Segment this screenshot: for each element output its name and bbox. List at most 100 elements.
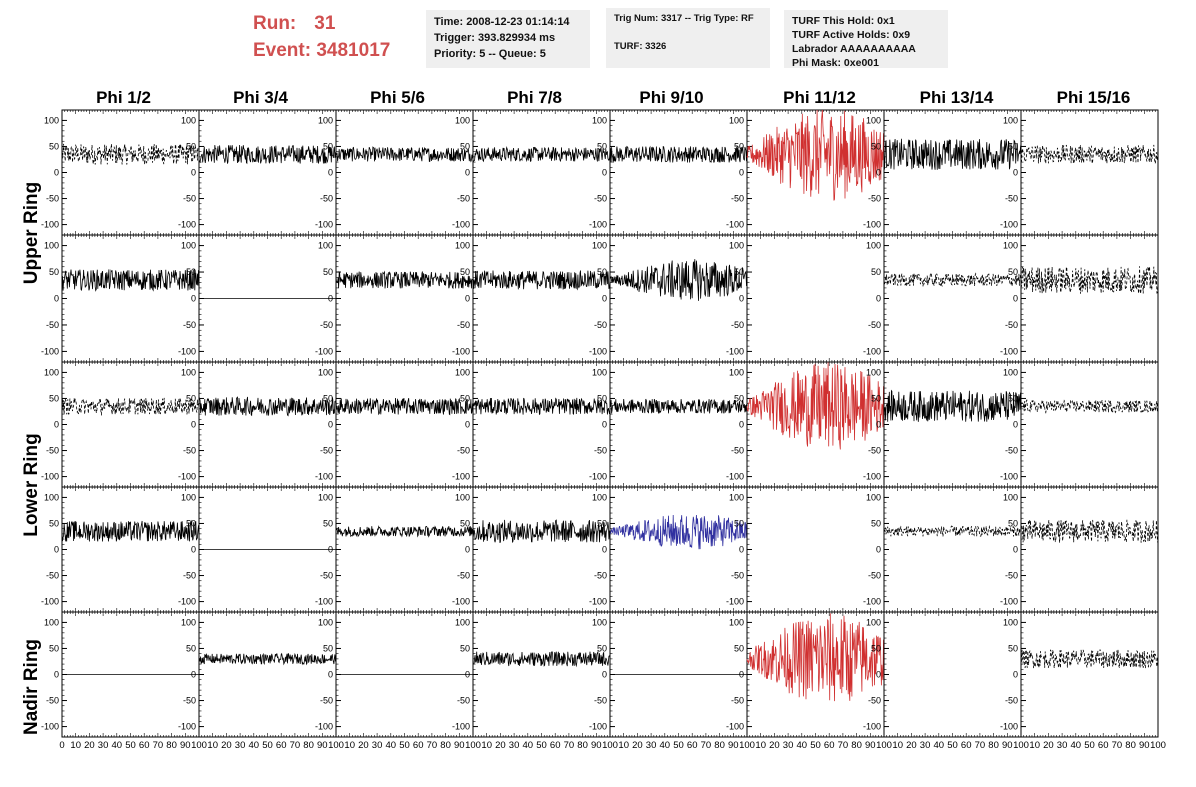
x-tick-label: 60 (139, 740, 150, 751)
y-tick-label: 100 (44, 617, 59, 627)
y-tick-label: -100 (41, 597, 59, 607)
y-tick-label: -100 (863, 220, 881, 230)
y-tick-label: -100 (178, 722, 196, 732)
x-tick-label: 10 (70, 740, 81, 751)
y-tick-label: -50 (183, 571, 196, 581)
waveform-trace (884, 526, 1021, 536)
y-tick-label: -100 (178, 220, 196, 230)
y-tick-label: -100 (589, 346, 607, 356)
y-tick-label: -50 (594, 571, 607, 581)
y-tick-label: 100 (181, 241, 196, 251)
x-tick-label: 50 (536, 740, 547, 751)
waveform-trace (473, 271, 610, 290)
y-tick-label: 0 (739, 168, 744, 178)
y-tick-label: 50 (871, 141, 881, 151)
y-tick-label: 100 (318, 115, 333, 125)
y-tick-label: 0 (602, 294, 607, 304)
y-tick-label: -100 (178, 472, 196, 482)
y-tick-label: 100 (729, 492, 744, 502)
y-tick-label: 50 (597, 643, 607, 653)
y-tick-label: 0 (602, 420, 607, 430)
panel-frame (473, 362, 610, 487)
y-tick-label: -50 (320, 194, 333, 204)
y-tick-label: 100 (729, 115, 744, 125)
y-tick-label: -50 (868, 446, 881, 456)
y-tick-label: 50 (1008, 393, 1018, 403)
y-tick-label: -50 (183, 696, 196, 706)
y-tick-label: -50 (457, 194, 470, 204)
y-tick-label: 50 (597, 393, 607, 403)
y-tick-label: 100 (318, 492, 333, 502)
waveform-trace (1021, 266, 1158, 293)
y-tick-label: -50 (594, 696, 607, 706)
x-tick-label: 60 (276, 740, 287, 751)
y-tick-label: 0 (54, 670, 59, 680)
x-tick-label: 30 (235, 740, 246, 751)
y-tick-label: 0 (602, 670, 607, 680)
y-tick-label: -100 (452, 346, 470, 356)
y-tick-label: 0 (54, 545, 59, 555)
y-tick-label: 100 (1003, 115, 1018, 125)
y-tick-label: 100 (455, 492, 470, 502)
x-tick-label: 60 (413, 740, 424, 751)
y-tick-label: 50 (49, 643, 59, 653)
x-tick-label: 50 (262, 740, 273, 751)
y-tick-label: -100 (589, 472, 607, 482)
waveform-trace (1021, 400, 1158, 412)
y-tick-label: 50 (871, 267, 881, 277)
y-tick-label: -100 (315, 472, 333, 482)
panel-frame (610, 362, 747, 487)
panel-frame (1021, 487, 1158, 612)
y-tick-label: 0 (602, 545, 607, 555)
y-tick-label: -50 (46, 194, 59, 204)
y-tick-label: 0 (602, 168, 607, 178)
panel-frame (336, 235, 473, 362)
panel-frame (199, 362, 336, 487)
y-tick-label: -50 (183, 320, 196, 330)
x-tick-label: 90 (180, 740, 191, 751)
y-tick-label: 100 (866, 115, 881, 125)
y-tick-label: 100 (592, 115, 607, 125)
waveform-trace (473, 520, 610, 543)
waveform-trace (884, 139, 1021, 170)
panel-frame (336, 362, 473, 487)
y-tick-label: -50 (46, 320, 59, 330)
x-tick-label: 10 (481, 740, 492, 751)
x-tick-label: 80 (166, 740, 177, 751)
y-tick-label: -100 (589, 597, 607, 607)
y-tick-label: -50 (457, 320, 470, 330)
y-tick-label: 50 (323, 518, 333, 528)
y-tick-label: 100 (44, 115, 59, 125)
y-tick-label: 100 (318, 241, 333, 251)
y-tick-label: 50 (734, 518, 744, 528)
y-tick-label: 50 (1008, 141, 1018, 151)
y-tick-label: 50 (460, 393, 470, 403)
y-tick-label: 0 (465, 670, 470, 680)
y-tick-label: -50 (1005, 446, 1018, 456)
y-tick-label: 100 (44, 492, 59, 502)
y-tick-label: 100 (592, 617, 607, 627)
y-tick-label: 0 (876, 294, 881, 304)
y-tick-label: 0 (191, 545, 196, 555)
panel-frame (199, 110, 336, 235)
y-tick-label: -50 (183, 194, 196, 204)
y-tick-label: 50 (323, 393, 333, 403)
waveform-trace (1021, 520, 1158, 543)
x-tick-label: 40 (112, 740, 123, 751)
panel-frame (473, 110, 610, 235)
y-tick-label: -100 (41, 346, 59, 356)
x-tick-label: 100 (191, 740, 207, 751)
y-tick-label: 0 (54, 168, 59, 178)
y-tick-label: -50 (46, 696, 59, 706)
y-tick-label: -50 (731, 320, 744, 330)
